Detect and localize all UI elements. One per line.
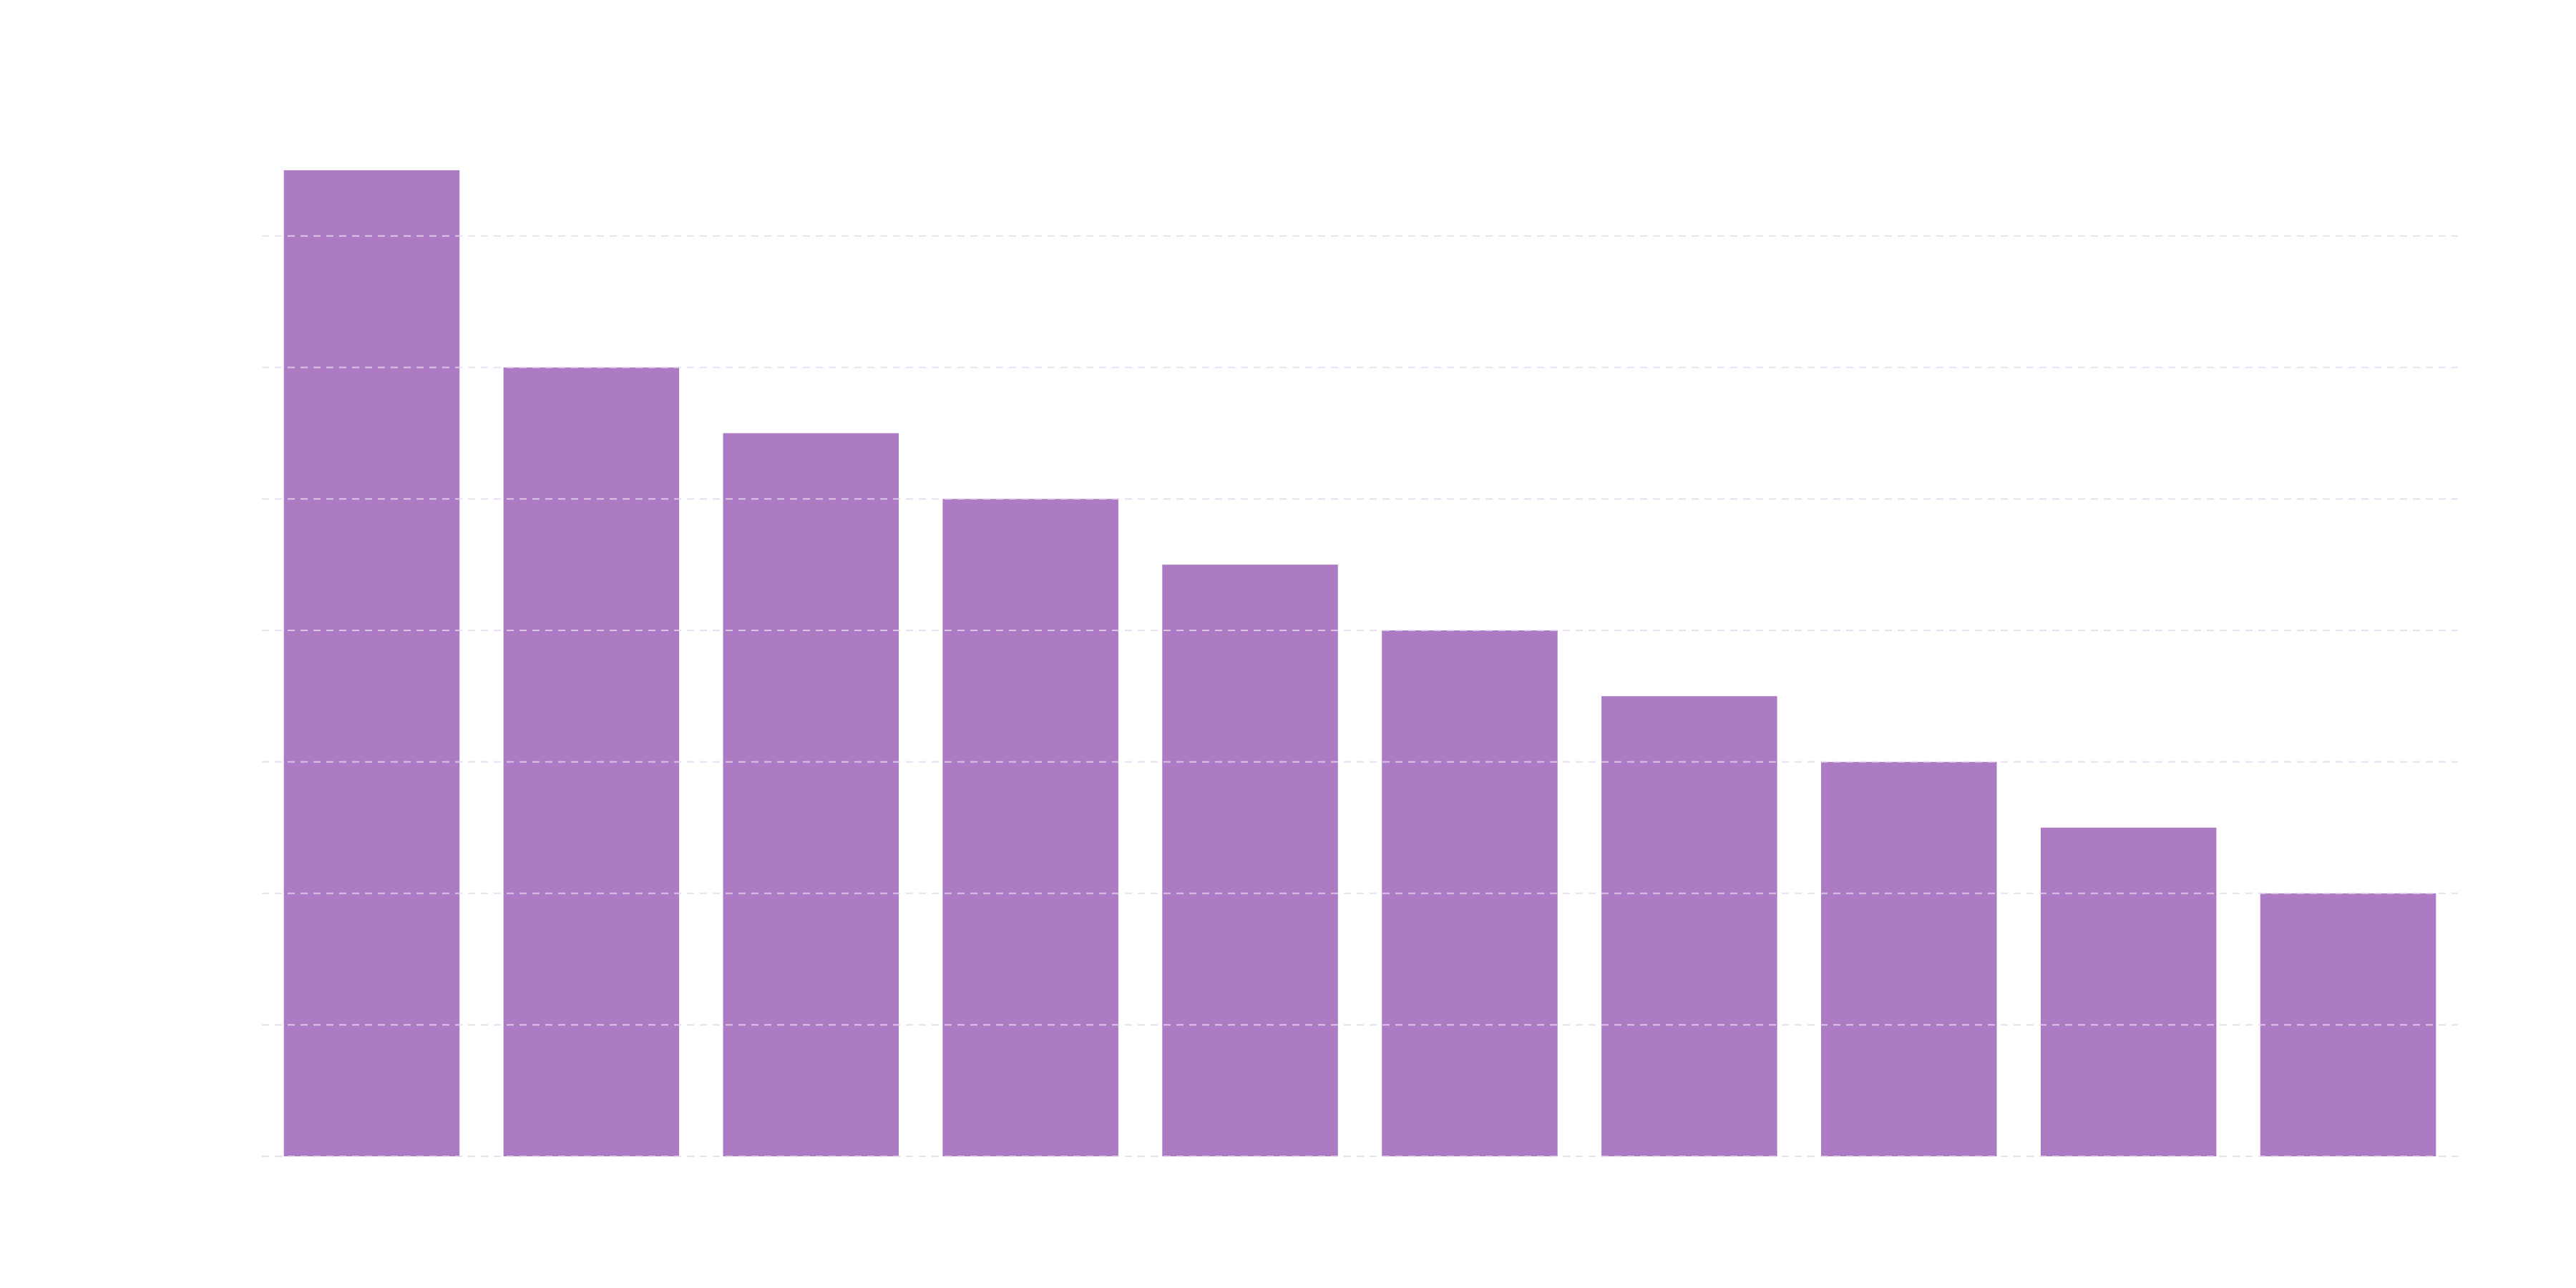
bar	[1601, 696, 1777, 1156]
bar	[723, 433, 899, 1156]
bar	[283, 170, 460, 1156]
bar	[1820, 761, 1997, 1156]
bar	[942, 499, 1118, 1156]
bar	[1162, 565, 1338, 1156]
bar	[2040, 827, 2217, 1156]
